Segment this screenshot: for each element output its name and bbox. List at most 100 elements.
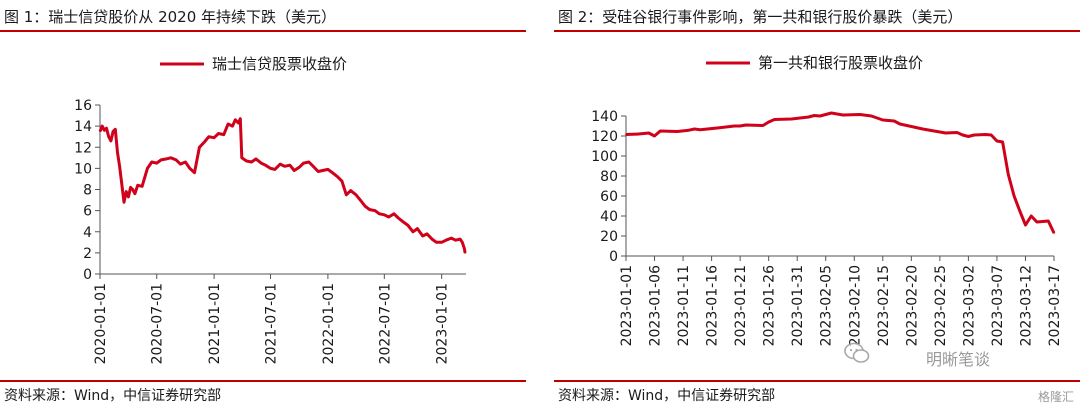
x-tick-label: 2023-01-31 xyxy=(790,265,806,346)
data-point xyxy=(127,196,130,198)
data-point xyxy=(961,134,964,136)
data-point xyxy=(636,133,639,135)
data-point xyxy=(327,168,329,171)
data-point xyxy=(887,119,890,122)
data-point xyxy=(1024,224,1027,226)
y-tick-label: 40 xyxy=(600,209,618,225)
data-point xyxy=(454,239,457,242)
figure-1-bottom-rule xyxy=(0,380,526,382)
legend: 瑞士信贷股票收盘价 xyxy=(160,55,347,73)
wechat-logo-icon xyxy=(844,342,870,363)
data-point xyxy=(397,217,400,219)
y-tick-label: 4 xyxy=(83,225,92,241)
data-point xyxy=(101,125,104,127)
data-point xyxy=(155,162,158,165)
data-point xyxy=(431,238,433,241)
watermark-badge: 格隆汇 xyxy=(1037,390,1074,404)
data-point xyxy=(944,132,947,134)
figure-2-bottom-rule xyxy=(554,380,1080,382)
y-tick-label: 14 xyxy=(74,119,92,135)
y-tick-label: 100 xyxy=(591,149,618,165)
data-point xyxy=(767,121,770,123)
data-point xyxy=(359,199,362,202)
x-axis: 2023-01-01 2023-01-06 2023-01-11 2023-01-16… xyxy=(619,255,1063,346)
data-point xyxy=(1047,220,1050,222)
data-point xyxy=(1053,232,1055,234)
data-point xyxy=(819,115,821,117)
data-point xyxy=(227,123,230,125)
y-tick-label: 10 xyxy=(74,161,92,177)
data-point xyxy=(312,165,315,168)
figure-2-title: 图 2：受硅谷银行事件影响，第一共和银行股价暴跌（美元） xyxy=(558,8,963,26)
data-point xyxy=(264,164,267,167)
x-tick-label: 2023-01-11 xyxy=(676,265,692,346)
data-point xyxy=(374,209,376,212)
data-point xyxy=(387,216,390,218)
data-point xyxy=(967,135,970,138)
x-tick-label: 2023-02-05 xyxy=(819,265,835,346)
figure-2-panel: 图 2：受硅谷银行事件影响，第一共和银行股价暴跌（美元） 第一共和银行股票收盘价… xyxy=(554,0,1080,410)
data-point xyxy=(165,158,168,160)
data-point xyxy=(996,140,998,142)
series-line xyxy=(98,117,467,254)
legend-label: 瑞士信贷股票收盘价 xyxy=(212,55,347,73)
data-point xyxy=(842,114,844,116)
x-tick-label: 2023-02-25 xyxy=(933,265,949,346)
x-tick-label: 2023-02-20 xyxy=(904,265,920,346)
data-point xyxy=(355,193,357,196)
data-point xyxy=(118,165,121,168)
data-point xyxy=(239,117,242,120)
data-point xyxy=(440,241,443,244)
data-point xyxy=(160,159,163,161)
data-points xyxy=(625,112,1055,234)
figure-1-title: 图 1：瑞士信贷股价从 2020 年持续下跌（美元） xyxy=(4,8,337,26)
data-point xyxy=(836,113,838,115)
figure-2-source: 资料来源：Wind，中信证券研究部 xyxy=(558,388,776,404)
data-point xyxy=(269,167,272,170)
data-point xyxy=(125,190,128,193)
data-point xyxy=(625,133,627,136)
figure-1-panel: 图 1：瑞士信贷股价从 2020 年持续下跌（美元） 瑞士信贷股票收盘价 0 2 4 6… xyxy=(0,0,526,410)
data-point xyxy=(213,136,216,139)
data-point xyxy=(653,135,656,137)
data-point xyxy=(237,122,240,124)
data-point xyxy=(659,130,662,132)
data-point xyxy=(830,112,833,114)
data-point xyxy=(279,163,282,166)
data-point xyxy=(134,192,136,195)
data-point xyxy=(255,158,257,160)
data-point xyxy=(1030,215,1033,217)
data-point xyxy=(383,213,386,216)
data-point xyxy=(1001,141,1004,143)
x-tick-label: 2023-03-02 xyxy=(961,265,977,346)
y-tick-label: 0 xyxy=(609,249,618,265)
y-tick-label: 12 xyxy=(74,140,92,156)
x-tick-label: 2023-01-01 xyxy=(435,283,451,364)
data-point xyxy=(1013,195,1015,197)
data-point xyxy=(1018,210,1021,212)
y-tick-label: 6 xyxy=(83,204,92,220)
figure-1-source: 资料来源：Wind，中信证券研究部 xyxy=(4,388,222,404)
data-point xyxy=(1041,220,1044,223)
data-point xyxy=(116,151,119,154)
data-point xyxy=(114,128,117,131)
data-point xyxy=(450,237,453,240)
series-line xyxy=(625,111,1056,234)
y-tick-label: 120 xyxy=(591,129,618,145)
data-point xyxy=(790,118,793,120)
data-point xyxy=(445,239,447,242)
data-point xyxy=(1007,173,1010,176)
data-point xyxy=(402,221,405,224)
data-point xyxy=(693,128,696,130)
data-point xyxy=(341,180,343,183)
data-points xyxy=(99,117,466,254)
data-point xyxy=(739,125,741,127)
data-point xyxy=(364,205,367,208)
data-point xyxy=(973,134,975,136)
data-point xyxy=(207,135,210,138)
data-point xyxy=(188,167,191,170)
data-point xyxy=(762,124,764,127)
data-point xyxy=(298,166,301,169)
data-point xyxy=(203,141,206,143)
